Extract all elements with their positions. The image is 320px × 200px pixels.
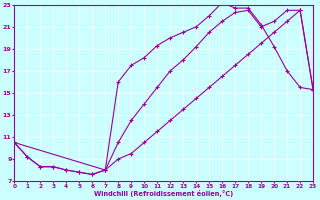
X-axis label: Windchill (Refroidissement éolien,°C): Windchill (Refroidissement éolien,°C) (94, 190, 233, 197)
